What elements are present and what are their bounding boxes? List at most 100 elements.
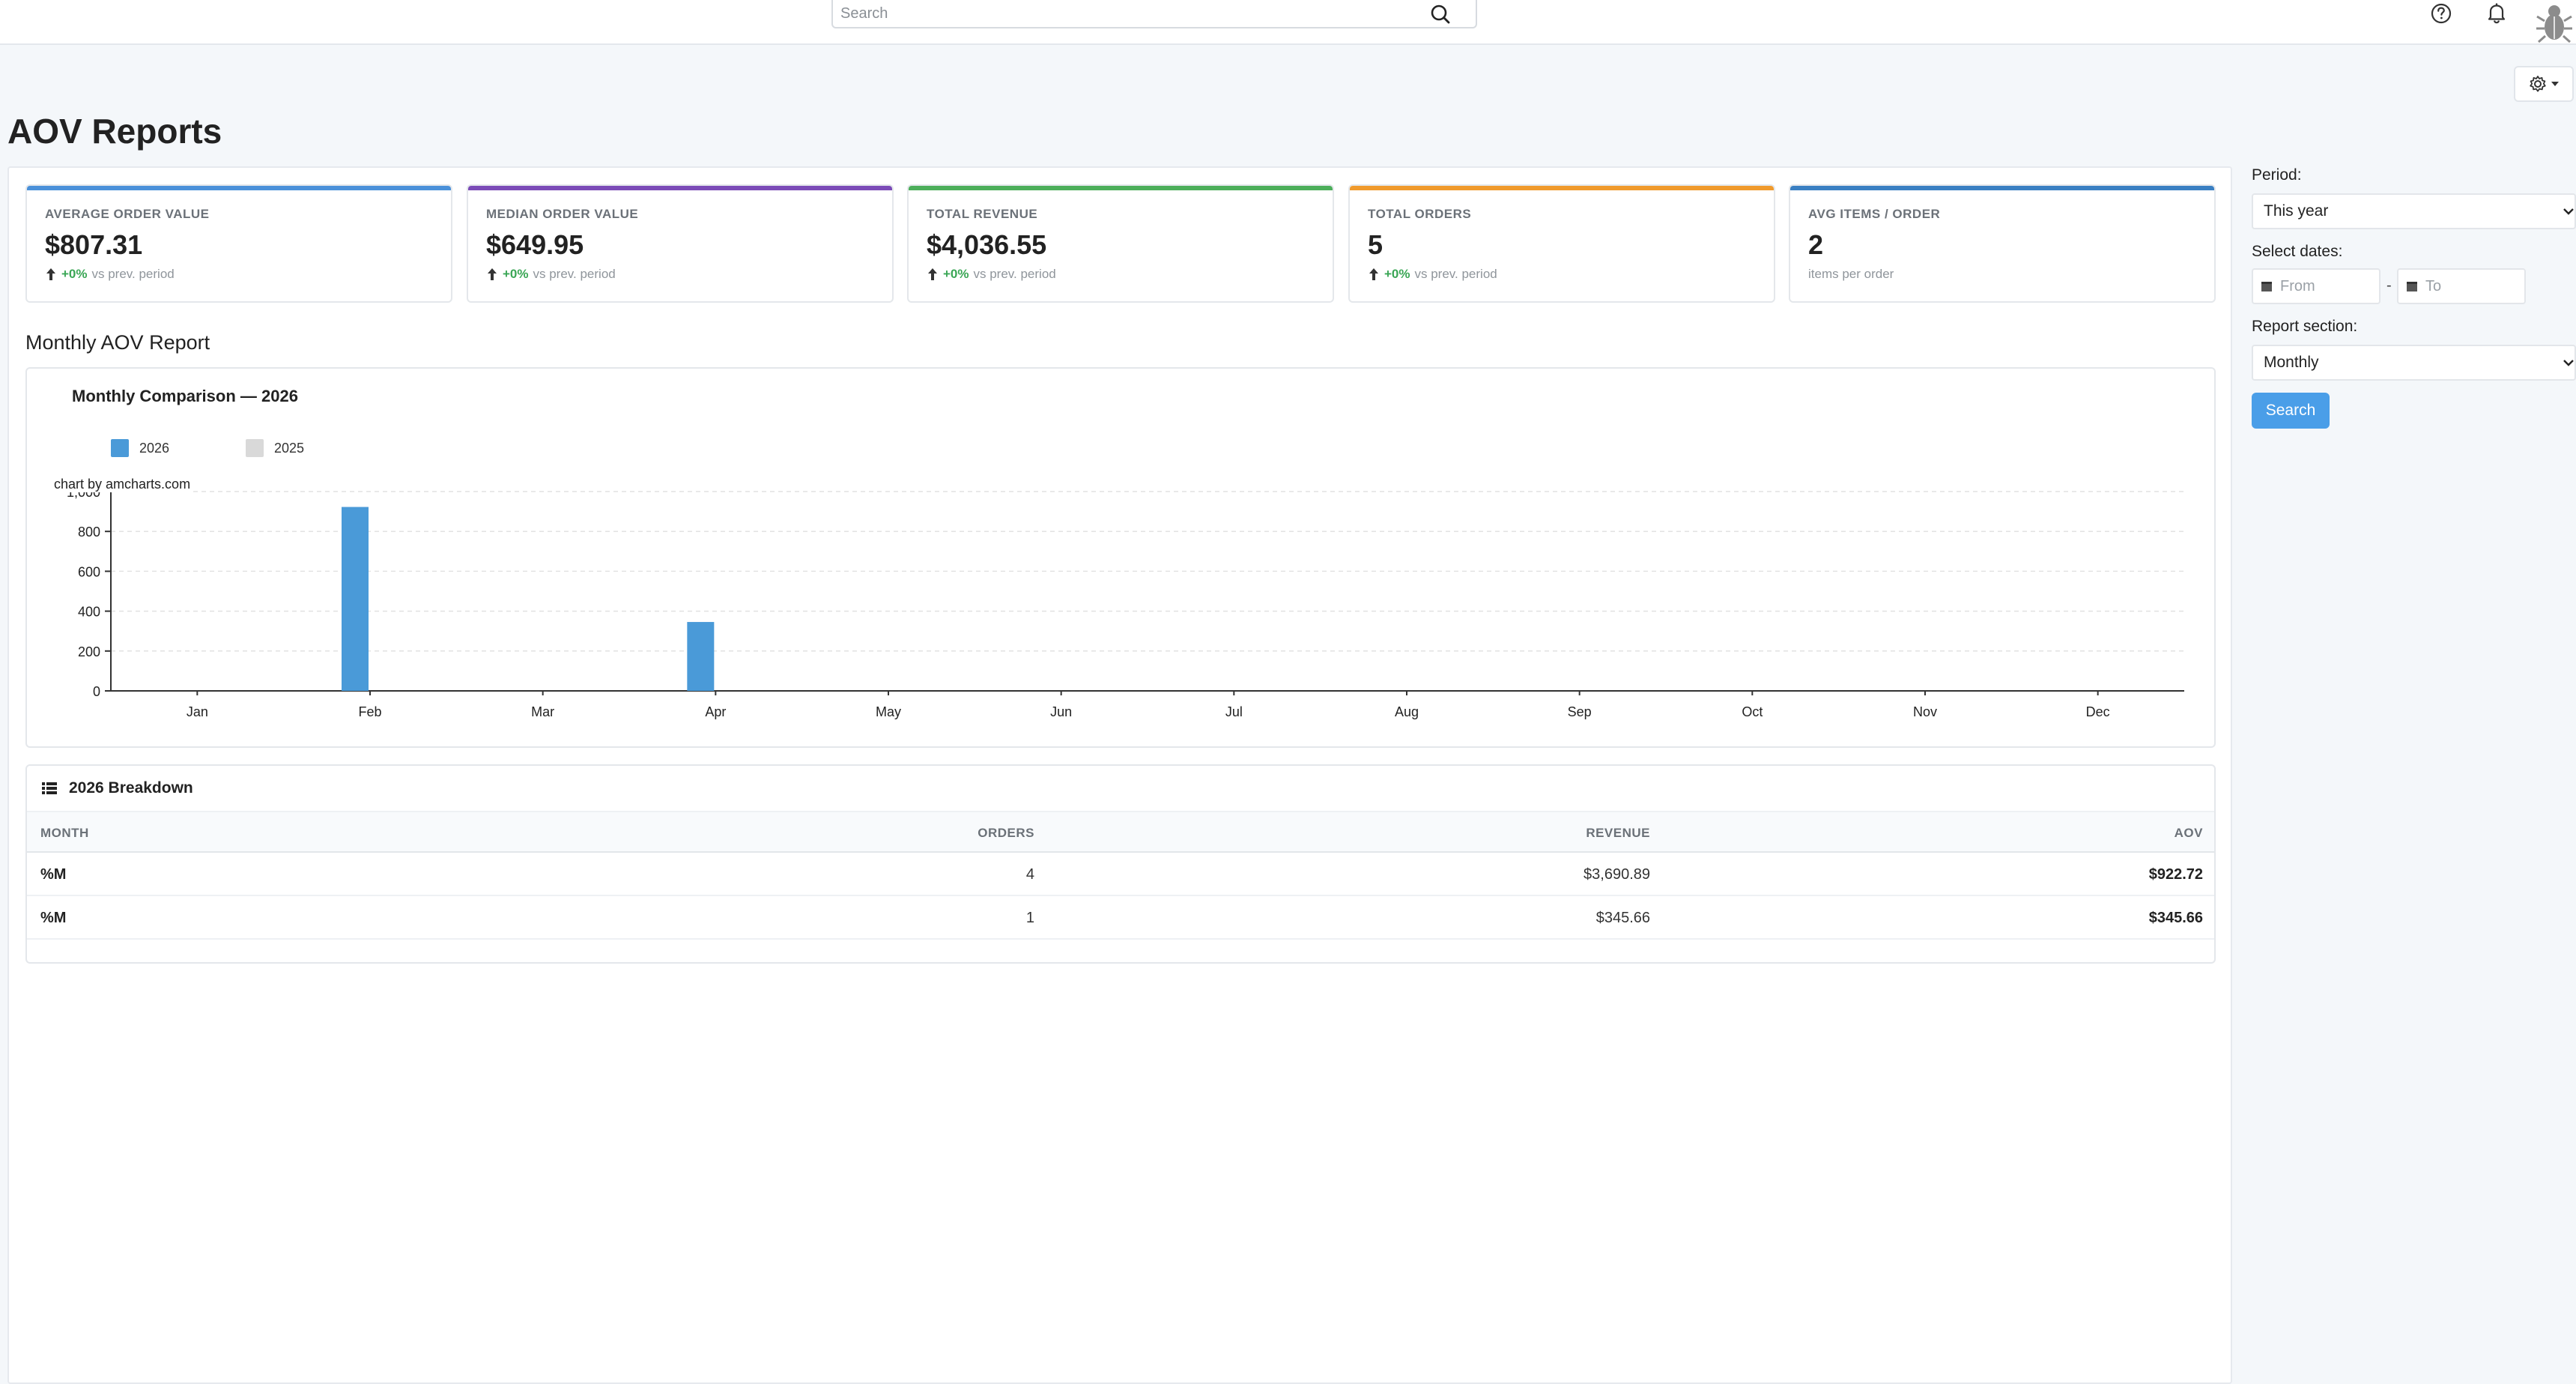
kpi-delta-percent: +0% — [61, 267, 88, 281]
x-tick-label: Jan — [187, 704, 208, 719]
x-tick-label: Oct — [1742, 704, 1763, 719]
y-tick-label: 200 — [78, 644, 100, 659]
cell-revenue: $345.66 — [1595, 910, 1650, 926]
date-range: From - To — [2252, 268, 2576, 304]
page-title: AOV Reports — [7, 112, 222, 151]
kpi-label: AVERAGE ORDER VALUE — [45, 207, 210, 221]
x-tick-label: Sep — [1568, 704, 1592, 719]
column-header-month[interactable]: MONTH — [40, 826, 89, 840]
up-arrow-icon — [46, 268, 55, 280]
kpi-delta-text: vs prev. period — [973, 267, 1056, 281]
column-header-orders[interactable]: ORDERS — [978, 826, 1034, 840]
x-tick-label: Aug — [1395, 704, 1419, 719]
kpi-value: $649.95 — [486, 229, 584, 260]
chart-credit[interactable]: chart by amcharts.com — [52, 477, 193, 492]
y-tick-label: 600 — [78, 564, 100, 579]
kpi-accent-bar — [1350, 186, 1774, 190]
kpi-delta-text: vs prev. period — [91, 267, 175, 281]
top-bar — [0, 0, 2576, 45]
gear-icon — [2530, 76, 2546, 92]
y-tick-label: 800 — [78, 525, 100, 540]
search-button[interactable]: Search — [2252, 393, 2330, 429]
kpi-card-average-order-value: AVERAGE ORDER VALUE $807.31 +0% vs prev.… — [25, 184, 452, 303]
up-arrow-icon — [1369, 268, 1378, 280]
period-selected-value: This year — [2264, 202, 2329, 220]
kpi-label: TOTAL ORDERS — [1368, 207, 1472, 221]
report-section-select[interactable]: Monthly — [2252, 345, 2576, 381]
kpi-value: $807.31 — [45, 229, 143, 260]
date-to-input[interactable]: To — [2397, 268, 2526, 304]
kpi-row: AVERAGE ORDER VALUE $807.31 +0% vs prev.… — [25, 184, 2216, 303]
kpi-delta: +0% vs prev. period — [1368, 267, 1497, 282]
kpi-label: TOTAL REVENUE — [927, 207, 1038, 221]
bell-icon[interactable] — [2484, 0, 2509, 25]
kpi-accent-bar — [27, 186, 451, 190]
kpi-accent-bar — [1790, 186, 2214, 190]
date-to-placeholder: To — [2425, 277, 2442, 294]
chart-card: Monthly Comparison — 2026 2026 2025 char… — [25, 367, 2216, 748]
column-header-revenue[interactable]: REVENUE — [1586, 826, 1650, 840]
kpi-card-avg-items-per-order: AVG ITEMS / ORDER 2 items per order — [1789, 184, 2216, 303]
caret-down-icon — [2551, 82, 2559, 86]
legend-label: 2026 — [139, 440, 170, 456]
column-header-aov[interactable]: AOV — [2174, 826, 2203, 840]
kpi-subtext: items per order — [1808, 267, 1894, 282]
kpi-card-total-revenue: TOTAL REVENUE $4,036.55 +0% vs prev. per… — [907, 184, 1334, 303]
report-section-title: Monthly AOV Report — [25, 331, 210, 354]
kpi-value: 2 — [1808, 229, 1824, 260]
report-section-label: Report section: — [2252, 318, 2358, 335]
date-from-input[interactable]: From — [2252, 268, 2380, 304]
table-row: %M 4 $3,690.89 $922.72 — [27, 853, 2214, 896]
kpi-delta: +0% vs prev. period — [45, 267, 175, 282]
cell-month: %M — [40, 866, 67, 883]
x-tick-label: May — [876, 704, 901, 719]
chevron-down-icon — [2563, 360, 2574, 366]
search-box — [831, 0, 1477, 28]
avatar[interactable] — [2535, 0, 2574, 45]
period-label: Period: — [2252, 166, 2302, 184]
kpi-delta: +0% vs prev. period — [486, 267, 616, 282]
search-input[interactable] — [840, 1, 1410, 25]
cell-aov: $345.66 — [2148, 910, 2203, 926]
list-icon — [42, 782, 57, 794]
cell-revenue: $3,690.89 — [1584, 866, 1650, 883]
legend-item-2026[interactable]: 2026 — [111, 439, 169, 457]
settings-dropdown-button[interactable] — [2514, 66, 2574, 102]
search-icon[interactable] — [1429, 3, 1452, 25]
bar-2026-Apr — [687, 622, 715, 691]
legend-label: 2025 — [274, 440, 305, 456]
calendar-icon — [2407, 282, 2417, 291]
cell-orders: 1 — [1025, 910, 1034, 926]
cell-aov: $922.72 — [2148, 866, 2203, 883]
x-tick-label: Jun — [1050, 704, 1072, 719]
kpi-value: $4,036.55 — [927, 229, 1047, 260]
column-header-row: MONTH ORDERS REVENUE AOV — [27, 811, 2214, 853]
help-icon[interactable] — [2429, 1, 2453, 25]
kpi-card-median-order-value: MEDIAN ORDER VALUE $649.95 +0% vs prev. … — [467, 184, 894, 303]
kpi-delta: +0% vs prev. period — [927, 267, 1056, 282]
main-panel: AVERAGE ORDER VALUE $807.31 +0% vs prev.… — [7, 166, 2232, 1384]
y-tick-label: 0 — [93, 684, 100, 699]
kpi-delta-text: vs prev. period — [1414, 267, 1497, 281]
chevron-down-icon — [2563, 208, 2574, 215]
legend-item-2025[interactable]: 2025 — [246, 439, 304, 457]
legend-swatch — [246, 439, 264, 457]
y-tick-label: 400 — [78, 605, 100, 620]
kpi-delta-percent: +0% — [1384, 267, 1410, 281]
table-header: 2026 Breakdown — [27, 766, 2214, 811]
breakdown-table: 2026 Breakdown MONTH ORDERS REVENUE AOV … — [25, 764, 2216, 964]
x-tick-label: Nov — [1913, 704, 1937, 719]
kpi-delta-text: vs prev. period — [533, 267, 616, 281]
bar-2026-Feb — [342, 507, 369, 691]
table-row: %M 1 $345.66 $345.66 — [27, 896, 2214, 940]
period-select[interactable]: This year — [2252, 193, 2576, 229]
kpi-label: AVG ITEMS / ORDER — [1808, 207, 1941, 221]
kpi-label: MEDIAN ORDER VALUE — [486, 207, 639, 221]
table-title: 2026 Breakdown — [69, 779, 193, 797]
up-arrow-icon — [488, 268, 497, 280]
up-arrow-icon — [928, 268, 937, 280]
date-from-placeholder: From — [2280, 277, 2315, 294]
kpi-value: 5 — [1368, 229, 1384, 260]
kpi-sub-text: items per order — [1808, 267, 1894, 281]
